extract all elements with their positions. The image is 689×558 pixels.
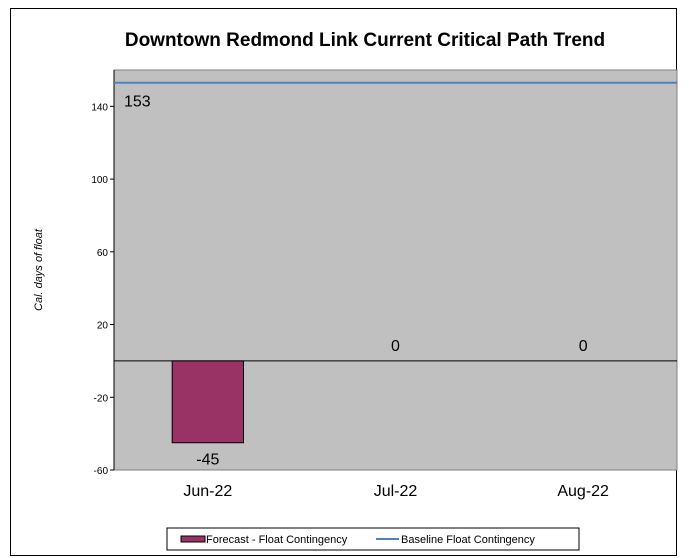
baseline-value-label: 153 — [124, 94, 151, 111]
legend-box — [166, 527, 580, 551]
x-tick-label: Jun-22 — [183, 483, 232, 500]
legend-swatch-bar — [180, 535, 206, 543]
x-tick-label: Jul-22 — [374, 483, 418, 500]
y-tick-label: 20 — [97, 321, 109, 332]
x-tick-label: Aug-22 — [557, 483, 609, 500]
chart-title: Downtown Redmond Link Current Critical P… — [125, 30, 605, 51]
legend-label-forecast: Forecast - Float Contingency — [206, 534, 348, 546]
y-tick-label: -20 — [94, 393, 109, 404]
bar-Jun-22 — [171, 360, 244, 444]
y-tick-label: 140 — [91, 102, 108, 113]
data-label-Aug-22: 0 — [579, 338, 588, 355]
y-tick-label: 60 — [97, 248, 109, 259]
legend-label-baseline: Baseline Float Contingency — [401, 534, 535, 546]
y-tick-label: -60 — [94, 466, 109, 477]
y-tick-label: 100 — [91, 175, 108, 186]
y-axis-label: Cal. days of float — [33, 228, 45, 311]
data-label-Jul-22: 0 — [391, 338, 400, 355]
data-label-Jun-22: -45 — [196, 452, 219, 469]
